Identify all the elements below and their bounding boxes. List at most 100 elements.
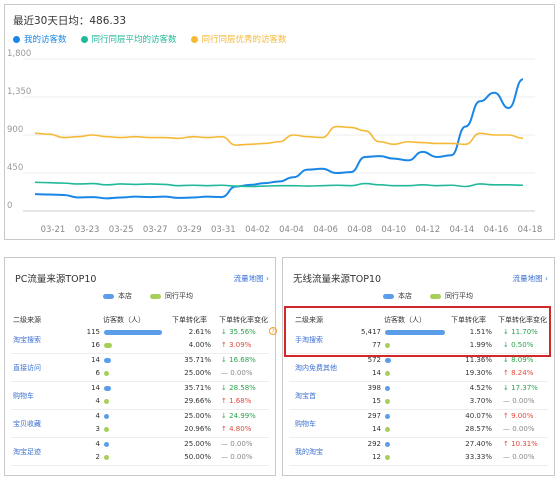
store-conversion: 35.71%	[184, 356, 211, 364]
store-conversion-change: ↓ 35.56%	[221, 328, 256, 336]
y-tick-label: 0	[7, 201, 12, 211]
source-link[interactable]: 购物车	[13, 392, 34, 400]
x-tick-label: 04-06	[313, 225, 338, 235]
store-conversion: 35.71%	[184, 384, 211, 392]
legend-item-peer-excellent[interactable]: 同行同层优秀的访客数	[190, 33, 287, 45]
store-visitors: 398	[367, 384, 381, 392]
source-link[interactable]: 淘内免费其他	[295, 364, 337, 372]
source-link[interactable]: 手淘搜索	[295, 336, 323, 344]
source-link[interactable]: 淘宝搜索	[13, 336, 41, 344]
peer-conversion-change: — 0.00%	[221, 453, 252, 461]
source-link[interactable]: 我的淘宝	[295, 448, 323, 456]
source-link[interactable]: 购物车	[295, 420, 316, 428]
highlight-box	[284, 306, 551, 357]
row-divider	[289, 381, 548, 382]
series-line-1	[34, 78, 524, 200]
change-value: 0.00%	[230, 369, 253, 377]
store-conversion: 11.36%	[465, 356, 492, 364]
peer-visitors-bar	[104, 399, 109, 404]
peer-conversion: 20.96%	[184, 425, 211, 433]
store-visitors-bar	[104, 386, 111, 391]
store-conversion: 25.00%	[184, 440, 211, 448]
x-tick-label: 04-14	[450, 225, 475, 235]
wireless-traffic-map-link[interactable]: 流量地图 ›	[513, 273, 548, 284]
peer-conversion-change: — 0.00%	[503, 397, 534, 405]
y-tick-label: 450	[7, 163, 23, 173]
pc-traffic-map-link[interactable]: 流量地图 ›	[234, 273, 269, 284]
legend-label: 同行平均	[445, 292, 473, 300]
change-value: 0.00%	[230, 453, 253, 461]
x-tick-label: 04-18	[518, 225, 543, 235]
daily-average-title: 最近30天日均：486.33	[13, 15, 127, 27]
x-tick-label: 04-04	[279, 225, 304, 235]
peer-conversion-change: ↑ 1.68%	[221, 397, 251, 405]
peer-conversion: 1.99%	[469, 341, 492, 349]
change-value: 35.56%	[229, 328, 256, 336]
store-visitors-bar	[385, 386, 390, 391]
bar-swatch-icon	[383, 293, 394, 299]
row-divider	[11, 437, 269, 438]
x-tick-label: 04-16	[484, 225, 509, 235]
info-icon[interactable]: ?	[269, 327, 277, 335]
arrow-up-icon: ↑	[221, 397, 227, 405]
store-visitors: 4	[95, 440, 100, 448]
header-source: 二级来源	[13, 316, 41, 324]
source-link[interactable]: 直接访问	[13, 364, 41, 372]
store-visitors: 14	[91, 384, 100, 392]
source-link[interactable]: 淘宝首	[295, 392, 316, 400]
change-value: 28.58%	[229, 384, 256, 392]
peer-visitors-bar	[385, 371, 390, 376]
change-value: 24.99%	[229, 412, 256, 420]
peer-conversion: 33.33%	[465, 453, 492, 461]
legend-dot-icon	[190, 35, 198, 43]
arrow-up-icon: ↑	[221, 341, 227, 349]
bar-swatch-icon	[103, 293, 114, 299]
store-visitors-bar	[104, 358, 111, 363]
store-conversion-change: ↓ 17.37%	[503, 384, 538, 392]
store-visitors: 14	[91, 356, 100, 364]
x-tick-label: 04-08	[347, 225, 372, 235]
peer-visitors-bar	[104, 427, 109, 432]
store-visitors-bar	[104, 442, 109, 447]
trend-legend: 我的访客数 同行同层平均的访客数 同行同层优秀的访客数	[13, 33, 287, 45]
source-link[interactable]: 宝贝收藏	[13, 420, 41, 428]
visitor-trend-chart: 1,800 1,350 900 450 0 03-21 03-23 03-25 03-27 03-…	[7, 49, 543, 235]
arrow-down-icon: ↓	[221, 328, 227, 336]
legend-label: 同行平均	[165, 292, 193, 300]
arrow-down-icon: ↓	[221, 356, 227, 364]
legend-peer: 同行平均	[430, 291, 473, 301]
legend-peer: 同行平均	[150, 291, 193, 301]
store-visitors-bar	[385, 330, 445, 335]
x-tick-label: 03-31	[211, 225, 236, 235]
peer-visitors-bar	[385, 427, 390, 432]
legend-label: 我的访客数	[24, 35, 67, 45]
store-visitors: 115	[86, 328, 100, 336]
store-visitors: 572	[367, 356, 381, 364]
peer-conversion-change: ↑ 3.09%	[221, 341, 251, 349]
header-conv: 下单转化率	[172, 316, 207, 324]
x-tick-label: 04-12	[415, 225, 440, 235]
source-link[interactable]: 淘宝足迹	[13, 448, 41, 456]
change-value: 0.00%	[512, 453, 535, 461]
arrow-down-icon: ↓	[221, 384, 227, 392]
legend-item-my-visitors[interactable]: 我的访客数	[13, 33, 67, 45]
row-divider	[11, 353, 269, 354]
x-tick-label: 03-29	[177, 225, 202, 235]
pc-panel-title: PC流量来源TOP10	[15, 274, 97, 285]
legend-dot-icon	[80, 35, 88, 43]
store-conversion: 40.07%	[465, 412, 492, 420]
y-tick-label: 900	[7, 125, 23, 135]
arrow-flat-icon: —	[221, 369, 228, 377]
peer-conversion-change: ↑ 8.24%	[503, 369, 533, 377]
legend-item-peer-average[interactable]: 同行同层平均的访客数	[80, 33, 177, 45]
peer-conversion-change: — 0.00%	[503, 453, 534, 461]
legend-store: 本店	[383, 291, 412, 301]
peer-conversion: 4.00%	[188, 341, 211, 349]
row-divider	[11, 465, 269, 466]
peer-visitors: 16	[91, 341, 100, 349]
peer-conversion-change: — 0.00%	[221, 369, 252, 377]
x-tick-label: 03-23	[75, 225, 100, 235]
store-visitors-bar	[385, 442, 390, 447]
peer-conversion: 19.30%	[465, 369, 492, 377]
change-value: 11.70%	[511, 328, 538, 336]
